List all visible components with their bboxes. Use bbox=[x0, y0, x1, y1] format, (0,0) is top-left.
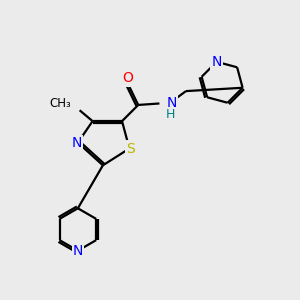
Text: O: O bbox=[122, 71, 134, 85]
Text: S: S bbox=[127, 142, 135, 155]
Text: H: H bbox=[166, 108, 176, 121]
Text: N: N bbox=[212, 55, 222, 69]
Text: N: N bbox=[73, 244, 83, 258]
Text: N: N bbox=[71, 136, 82, 150]
Text: N: N bbox=[166, 97, 177, 110]
Text: CH₃: CH₃ bbox=[50, 97, 71, 110]
